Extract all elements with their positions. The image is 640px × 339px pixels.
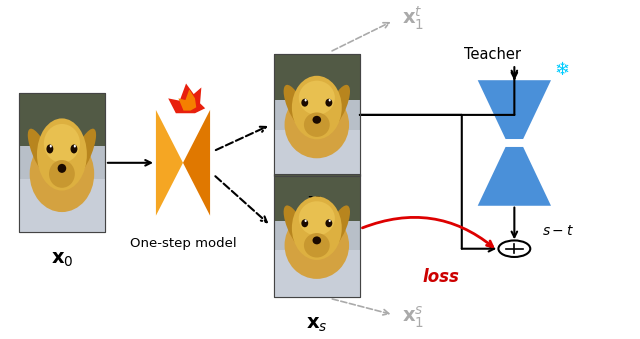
Ellipse shape [304, 233, 330, 258]
Ellipse shape [58, 164, 66, 173]
Ellipse shape [285, 212, 349, 279]
Text: loss: loss [422, 268, 460, 286]
Ellipse shape [70, 144, 77, 154]
FancyBboxPatch shape [274, 54, 360, 176]
Text: One-step model: One-step model [130, 237, 236, 250]
Polygon shape [183, 110, 210, 216]
FancyBboxPatch shape [19, 179, 105, 232]
Ellipse shape [50, 145, 52, 147]
Text: $s-t$: $s-t$ [541, 223, 574, 238]
Ellipse shape [44, 124, 80, 163]
Ellipse shape [285, 91, 349, 158]
FancyBboxPatch shape [274, 174, 360, 221]
Text: Teacher: Teacher [464, 47, 521, 62]
FancyBboxPatch shape [19, 94, 105, 146]
Polygon shape [179, 89, 196, 111]
Ellipse shape [37, 118, 87, 191]
Ellipse shape [74, 145, 76, 147]
Text: $\mathbf{x}_0$: $\mathbf{x}_0$ [51, 251, 73, 270]
Polygon shape [477, 80, 551, 139]
Ellipse shape [329, 99, 331, 101]
Polygon shape [168, 83, 205, 113]
Polygon shape [477, 147, 551, 206]
Ellipse shape [305, 220, 307, 222]
Ellipse shape [325, 85, 350, 130]
Ellipse shape [304, 113, 330, 137]
Ellipse shape [292, 196, 342, 260]
Text: $\mathbf{x}_1^s$: $\mathbf{x}_1^s$ [401, 304, 424, 330]
Text: $\mathbf{x}_1^t$: $\mathbf{x}_1^t$ [401, 5, 424, 32]
Circle shape [499, 240, 531, 257]
Ellipse shape [312, 236, 321, 244]
Text: $\mathbf{x}_t$: $\mathbf{x}_t$ [307, 194, 327, 213]
Ellipse shape [29, 136, 94, 212]
Ellipse shape [325, 205, 350, 251]
Ellipse shape [28, 129, 55, 180]
FancyBboxPatch shape [274, 129, 360, 176]
Ellipse shape [325, 219, 332, 227]
Ellipse shape [301, 219, 308, 227]
Ellipse shape [325, 99, 332, 107]
Ellipse shape [299, 81, 335, 115]
Ellipse shape [329, 220, 331, 222]
Ellipse shape [284, 205, 308, 251]
FancyBboxPatch shape [19, 94, 105, 232]
FancyBboxPatch shape [274, 54, 360, 100]
Ellipse shape [305, 99, 307, 101]
Polygon shape [156, 110, 183, 216]
Ellipse shape [47, 144, 53, 154]
Ellipse shape [301, 99, 308, 107]
Ellipse shape [69, 129, 96, 180]
FancyBboxPatch shape [274, 174, 360, 297]
Ellipse shape [299, 201, 335, 236]
Ellipse shape [292, 76, 342, 139]
Ellipse shape [49, 160, 75, 188]
Text: $\mathbf{x}_s$: $\mathbf{x}_s$ [306, 315, 328, 334]
FancyBboxPatch shape [274, 250, 360, 297]
Text: ❄: ❄ [554, 61, 570, 79]
Ellipse shape [312, 116, 321, 124]
Ellipse shape [284, 85, 308, 130]
